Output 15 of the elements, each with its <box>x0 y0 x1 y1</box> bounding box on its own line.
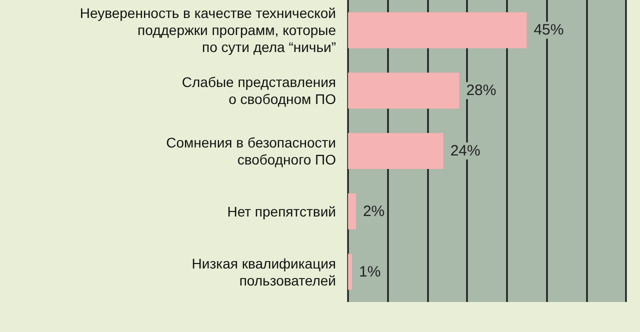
bar <box>348 193 356 230</box>
y-tick-label: Сомнения в безопасности свободного ПО <box>166 134 336 168</box>
data-label: 2% <box>362 202 385 220</box>
bar <box>348 12 527 48</box>
data-label: 24% <box>450 142 480 160</box>
data-label: 45% <box>534 22 564 39</box>
data-label: 1% <box>358 263 381 280</box>
y-tick-label: Неуверенность в качестве технической поддержки программ, которые по сути дела “ничьи” <box>80 5 336 56</box>
bar <box>348 254 352 290</box>
bar <box>348 133 444 169</box>
data-label: 28% <box>466 82 496 100</box>
y-tick-label: Низкая квалификация пользователей <box>192 255 336 288</box>
y-tick-label: Нет препятствий <box>227 203 336 220</box>
y-tick-label: Слабые представления о свободном ПО <box>182 74 336 108</box>
bar <box>348 72 460 109</box>
